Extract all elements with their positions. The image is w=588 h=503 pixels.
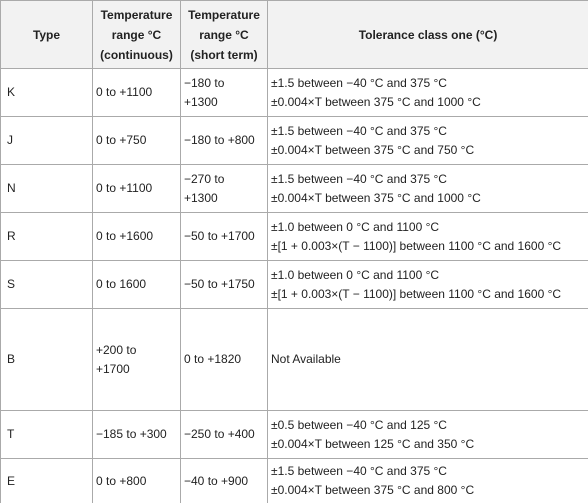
table-cell: R: [0, 212, 93, 261]
table-cell: ±1.5 between −40 °C and 375 °C ±0.004×T b…: [267, 68, 588, 117]
table-cell: 0 to +1100: [92, 68, 181, 117]
cell-line: ±1.5 between −40 °C and 375 °C: [271, 75, 447, 90]
table-row: S 0 to 1600 −50 to +1750 ±1.0 between 0 °C …: [0, 260, 588, 309]
cell-line: −250 to +400: [184, 427, 255, 441]
table-cell: ±1.5 between −40 °C and 375 °C ±0.004×T b…: [267, 458, 588, 503]
table-row: K 0 to +1100 −180 to +1300 ±1.5 between −40 …: [0, 68, 588, 117]
cell-line: range °C: [199, 27, 249, 42]
cell-line: ±[1 + 0.003×(T − 1100)] between 1100 °C …: [271, 286, 562, 301]
cell-line: S: [7, 277, 16, 291]
cell-line: −40 to +900: [184, 473, 249, 488]
table-row: E 0 to +800 −40 to +900 ±1.5 between −40 °C…: [0, 458, 588, 503]
table-row: J 0 to +750 −180 to +800 ±1.5 between −40 °…: [0, 116, 588, 165]
cell-line: ±1.5 between −40 °C and 375 °C: [271, 123, 447, 138]
table-cell: J: [0, 116, 93, 165]
table-cell: B: [0, 308, 93, 411]
header-cell: Temperature range °C (continuous): [92, 0, 181, 69]
cell-line: B: [7, 352, 16, 366]
cell-line: ±[1 + 0.003×(T − 1100)] between 1100 °C …: [271, 238, 562, 253]
cell-line: ±1.0 between 0 °C and 1100 °C: [271, 219, 440, 234]
table-row: N 0 to +1100 −270 to +1300 ±1.5 between −40 …: [0, 164, 588, 213]
cell-line: Not Available: [271, 352, 341, 366]
header-cell: Tolerance class one (°C): [267, 0, 588, 69]
table-cell: −50 to +1750: [180, 260, 268, 309]
cell-line: −180 to: [184, 75, 225, 90]
cell-line: ±0.004×T between 375 °C and 1000 °C: [271, 94, 481, 109]
cell-line: (short term): [190, 47, 258, 62]
cell-line: ±0.004×T between 375 °C and 750 °C: [271, 142, 475, 157]
table-cell: 0 to +1100: [92, 164, 181, 213]
cell-line: R: [7, 229, 16, 243]
table-row: R 0 to +1600 −50 to +1700 ±1.0 between 0 °C…: [0, 212, 588, 261]
table-cell: −180 to +800: [180, 116, 268, 165]
table-cell: ±1.5 between −40 °C and 375 °C ±0.004×T b…: [267, 116, 588, 165]
cell-line: E: [7, 473, 16, 488]
cell-line: 0 to 1600: [96, 277, 147, 291]
table-cell: T: [0, 410, 93, 459]
table-cell: ±1.5 between −40 °C and 375 °C ±0.004×T b…: [267, 164, 588, 213]
cell-line: 0 to +1600: [96, 229, 154, 243]
cell-line: −50 to +1700: [184, 229, 255, 243]
cell-line: 0 to +750: [96, 133, 147, 147]
table-cell: −270 to +1300: [180, 164, 268, 213]
cell-line: −180 to +800: [184, 133, 255, 147]
table-cell: −50 to +1700: [180, 212, 268, 261]
cell-line: ±0.004×T between 375 °C and 1000 °C: [271, 190, 481, 205]
table-cell: 0 to +1600: [92, 212, 181, 261]
cell-line: Temperature: [188, 7, 260, 22]
cell-line: ±0.004×T between 125 °C and 350 °C: [271, 436, 475, 451]
cell-line: 0 to +800: [96, 473, 147, 488]
table-cell: 0 to +1820: [180, 308, 268, 411]
cell-line: ±1.5 between −40 °C and 375 °C: [271, 171, 447, 186]
cell-line: ±1.0 between 0 °C and 1100 °C: [271, 267, 440, 282]
cell-line: ±0.004×T between 375 °C and 800 °C: [271, 483, 475, 497]
cell-line: range °C: [111, 27, 162, 42]
table-cell: E: [0, 458, 93, 503]
table-cell: N: [0, 164, 93, 213]
cell-line: T: [7, 427, 15, 441]
cell-line: ±1.5 between −40 °C and 375 °C: [271, 464, 447, 478]
header-row: Type Temperature range °C (continuous) Tempe…: [0, 0, 588, 69]
table-cell: ±0.5 between −40 °C and 125 °C ±0.004×T b…: [267, 410, 588, 459]
table-cell: −250 to +400: [180, 410, 268, 459]
cell-line: Temperature: [100, 7, 173, 22]
cell-line: 0 to +1820: [184, 352, 242, 366]
cell-line: K: [7, 85, 16, 99]
cell-line: Type: [32, 27, 61, 42]
cell-line: +1300: [184, 190, 218, 205]
cell-line: −185 to +300: [96, 427, 167, 441]
table-cell: −40 to +900: [180, 458, 268, 503]
table-cell: ±1.0 between 0 °C and 1100 °C ±[1 + 0.003…: [267, 260, 588, 309]
table-row: B +200 to +1700 0 to +1820 Not Available: [0, 308, 588, 411]
table-row: T −185 to +300 −250 to +400 ±0.5 between −4…: [0, 410, 588, 459]
table-cell: 0 to +800: [92, 458, 181, 503]
table-cell: −180 to +1300: [180, 68, 268, 117]
cell-line: −270 to: [184, 171, 225, 186]
table-cell: +200 to +1700: [92, 308, 181, 411]
cell-line: −50 to +1750: [184, 277, 255, 291]
cell-line: J: [7, 133, 13, 147]
cell-line: +200 to: [96, 342, 137, 357]
header-cell: Type: [0, 0, 93, 69]
cell-line: +1300: [184, 94, 218, 109]
cell-line: 0 to +1100: [96, 181, 153, 195]
table-cell: Not Available: [267, 308, 588, 411]
header-cell: Temperature range °C (short term): [180, 0, 268, 69]
table-cell: K: [0, 68, 93, 117]
table-cell: −185 to +300: [92, 410, 181, 459]
table-cell: S: [0, 260, 93, 309]
table-cell: 0 to +750: [92, 116, 181, 165]
cell-line: ±0.5 between −40 °C and 125 °C: [271, 417, 447, 432]
table-cell: 0 to 1600: [92, 260, 181, 309]
cell-line: Tolerance class one (°C): [358, 27, 498, 42]
cell-line: +1700: [96, 361, 130, 376]
table-cell: ±1.0 between 0 °C and 1100 °C ±[1 + 0.003…: [267, 212, 588, 261]
cell-line: (continuous): [100, 47, 173, 62]
cell-line: 0 to +1100: [96, 85, 153, 99]
cell-line: N: [7, 181, 16, 195]
